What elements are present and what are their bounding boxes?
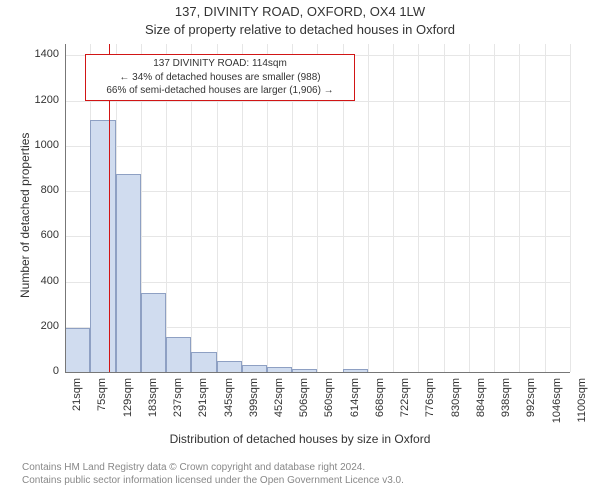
y-axis-line: [65, 44, 66, 372]
x-tick-label: 21sqm: [71, 378, 83, 428]
y-tick-label: 200: [23, 320, 59, 332]
x-tick-label: 237sqm: [172, 378, 184, 428]
x-tick-label: 345sqm: [223, 378, 235, 428]
histogram-bar: [116, 174, 141, 372]
gridline-vertical: [570, 44, 571, 372]
histogram-bar: [242, 365, 267, 372]
x-tick-label: 129sqm: [122, 378, 134, 428]
x-tick-label: 884sqm: [475, 378, 487, 428]
chart-root: 137, DIVINITY ROAD, OXFORD, OX4 1LW Size…: [0, 0, 600, 500]
gridline-vertical: [545, 44, 546, 372]
histogram-bar: [90, 120, 115, 372]
gridline-vertical: [469, 44, 470, 372]
annotation-line-2: ← 34% of detached houses are smaller (98…: [90, 71, 350, 85]
annotation-box: 137 DIVINITY ROAD: 114sqm ← 34% of detac…: [85, 54, 355, 101]
x-tick-label: 722sqm: [399, 378, 411, 428]
y-tick-label: 400: [23, 275, 59, 287]
x-tick-label: 183sqm: [147, 378, 159, 428]
annotation-line-1: 137 DIVINITY ROAD: 114sqm: [90, 57, 350, 71]
x-tick-label: 75sqm: [96, 378, 108, 428]
x-axis-line: [65, 372, 570, 373]
chart-title: 137, DIVINITY ROAD, OXFORD, OX4 1LW: [0, 4, 600, 19]
chart-subtitle: Size of property relative to detached ho…: [0, 22, 600, 37]
histogram-bar: [141, 293, 166, 372]
x-tick-label: 452sqm: [273, 378, 285, 428]
gridline-vertical: [393, 44, 394, 372]
histogram-bar: [166, 337, 191, 372]
footer-line-1: Contains HM Land Registry data © Crown c…: [22, 462, 404, 475]
gridline-vertical: [418, 44, 419, 372]
annotation-line-3: 66% of semi-detached houses are larger (…: [90, 84, 350, 98]
x-tick-label: 776sqm: [424, 378, 436, 428]
y-tick-label: 0: [23, 365, 59, 377]
y-axis-label: Number of detached properties: [18, 133, 32, 298]
y-tick-label: 1400: [23, 48, 59, 60]
y-tick-label: 1200: [23, 94, 59, 106]
x-tick-label: 938sqm: [500, 378, 512, 428]
y-tick-label: 600: [23, 229, 59, 241]
gridline-vertical: [444, 44, 445, 372]
x-tick-label: 992sqm: [525, 378, 537, 428]
x-tick-label: 399sqm: [248, 378, 260, 428]
x-tick-label: 668sqm: [374, 378, 386, 428]
histogram-bar: [217, 361, 242, 372]
x-tick-label: 1046sqm: [551, 378, 563, 428]
gridline-vertical: [494, 44, 495, 372]
footer-line-2: Contains public sector information licen…: [22, 475, 404, 488]
x-tick-label: 1100sqm: [576, 378, 588, 428]
histogram-bar: [191, 352, 216, 372]
x-axis-label: Distribution of detached houses by size …: [0, 432, 600, 446]
x-tick-label: 614sqm: [349, 378, 361, 428]
footer-attribution: Contains HM Land Registry data © Crown c…: [22, 462, 404, 487]
y-tick-label: 1000: [23, 139, 59, 151]
gridline-vertical: [519, 44, 520, 372]
x-tick-label: 560sqm: [323, 378, 335, 428]
x-tick-label: 830sqm: [450, 378, 462, 428]
gridline-vertical: [368, 44, 369, 372]
x-tick-label: 506sqm: [298, 378, 310, 428]
histogram-bar: [65, 328, 90, 372]
y-tick-label: 800: [23, 184, 59, 196]
x-tick-label: 291sqm: [197, 378, 209, 428]
